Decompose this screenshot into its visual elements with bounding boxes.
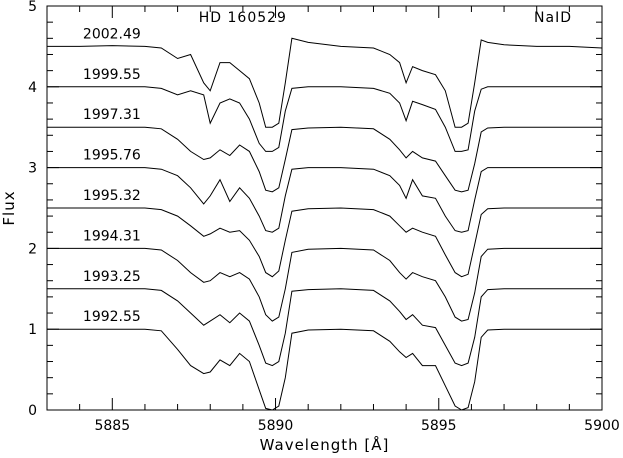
y-tick-label: 3 <box>28 161 37 177</box>
series-label-1995.76: 1995.76 <box>83 148 141 164</box>
series-label-1992.55: 1992.55 <box>83 309 141 325</box>
tick-labels: 5885 5890 5895 5900 0 1 2 3 4 5 <box>28 0 620 434</box>
spectrum-lines <box>47 37 603 411</box>
spectrum-2002.49 <box>47 37 603 128</box>
y-axis-label: Flux <box>0 190 18 225</box>
star-name-annotation: HD 160529 <box>199 10 287 26</box>
line-name-annotation: NaID <box>534 10 572 26</box>
spectrum-1994.31 <box>47 247 602 322</box>
plot-frame <box>46 5 603 411</box>
y-tick-label: 4 <box>28 80 37 96</box>
spectrum-1993.25 <box>47 288 602 367</box>
spectrum-1995.32 <box>47 207 602 278</box>
x-tick-label: 5900 <box>584 418 620 434</box>
x-tick-label: 5885 <box>94 418 130 434</box>
spectrum-1995.76 <box>47 167 602 233</box>
x-tick-label: 5890 <box>258 418 294 434</box>
x-axis-label: Wavelength [Å] <box>260 435 390 454</box>
spectrum-1999.55 <box>47 86 602 152</box>
series-label-1993.25: 1993.25 <box>83 269 141 285</box>
series-label-1994.31: 1994.31 <box>83 228 141 244</box>
x-tick-label: 5895 <box>421 418 457 434</box>
y-tick-label: 2 <box>28 241 37 257</box>
spectrum-1997.31 <box>47 126 602 193</box>
series-label-2002.49: 2002.49 <box>83 26 141 42</box>
series-label-1997.31: 1997.31 <box>83 107 141 123</box>
series-labels: 1992.55 1993.25 1994.31 1995.32 1995.76 1997.… <box>83 26 141 325</box>
y-tick-label: 5 <box>28 0 37 15</box>
spectrum-1992.55 <box>47 328 602 411</box>
series-label-1999.55: 1999.55 <box>83 67 141 83</box>
y-tick-label: 1 <box>28 322 37 338</box>
y-tick-label: 0 <box>28 403 37 419</box>
series-label-1995.32: 1995.32 <box>83 188 141 204</box>
